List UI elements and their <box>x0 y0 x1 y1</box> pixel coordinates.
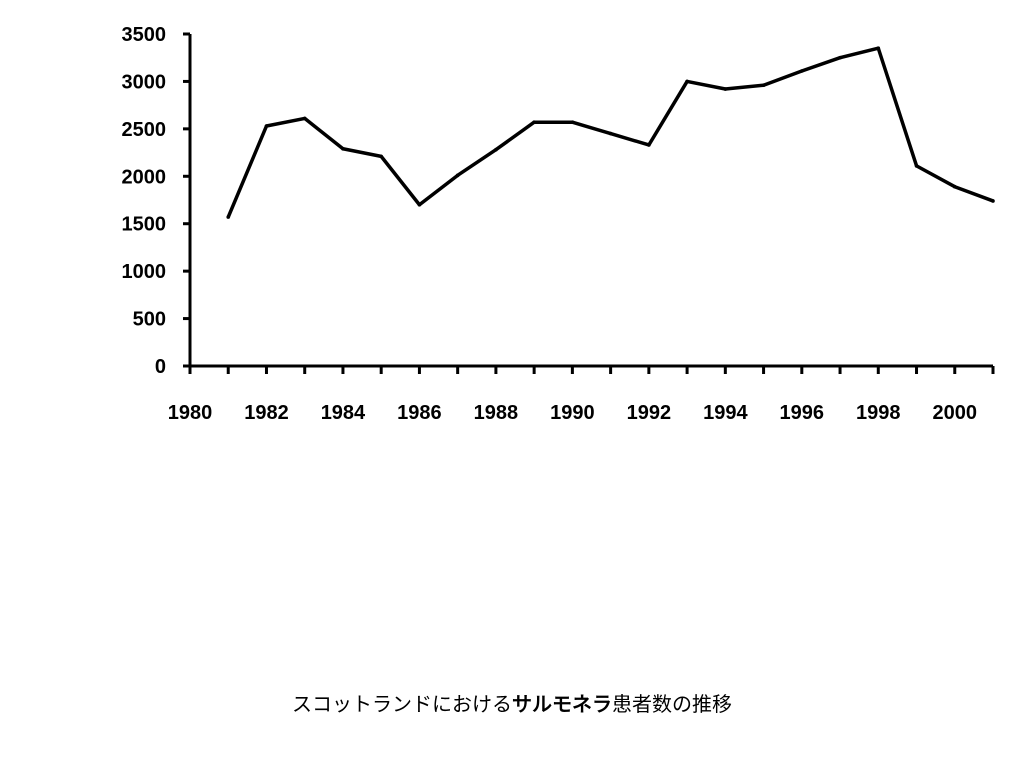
x-tick-label: 1982 <box>244 402 289 424</box>
axes <box>183 32 995 374</box>
y-tick-label: 500 <box>133 309 166 331</box>
y-tick-label: 3000 <box>122 71 167 93</box>
y-axis-tick-labels: 0 500 1000 1500 2000 2500 3000 3500 <box>122 24 167 378</box>
y-tick-label: 2500 <box>122 119 167 141</box>
y-tick-label: 2000 <box>122 166 167 188</box>
caption-bold: サルモネラ <box>512 692 612 716</box>
data-point <box>570 120 575 125</box>
x-tick-label: 1980 <box>168 402 213 424</box>
x-tick-label: 1996 <box>780 402 825 424</box>
y-tick-label: 0 <box>155 356 166 378</box>
data-point <box>838 55 842 60</box>
data-point <box>494 147 498 152</box>
caption-suffix: 患者数の推移 <box>612 692 732 716</box>
series-group <box>226 46 995 219</box>
data-point <box>723 87 728 91</box>
caption-prefix: スコットランドにおける <box>292 692 512 716</box>
x-tick-label: 1998 <box>856 402 901 424</box>
x-tick-label: 2000 <box>933 402 978 424</box>
data-point <box>761 83 766 88</box>
x-tick-label: 1984 <box>321 402 366 424</box>
x-axis-tick-labels: 1980 1982 1984 1986 1988 1990 1992 1994 1996 1998… <box>168 402 977 424</box>
x-tick-label: 1986 <box>397 402 442 424</box>
data-point <box>952 184 957 189</box>
data-point <box>455 173 460 178</box>
chart-caption: スコットランドにおけるサルモネラ患者数の推移 <box>0 688 1024 717</box>
data-point <box>800 69 804 73</box>
data-point <box>264 124 269 128</box>
data-point <box>532 120 536 125</box>
data-point <box>341 146 345 151</box>
x-tick-label: 1994 <box>703 402 748 424</box>
data-point <box>914 164 919 168</box>
data-point <box>876 46 881 51</box>
x-tick-label: 1988 <box>474 402 519 424</box>
data-point <box>608 131 613 136</box>
data-point <box>647 143 651 147</box>
y-tick-label: 1500 <box>122 214 167 236</box>
data-point <box>991 199 995 203</box>
x-tick-label: 1990 <box>550 402 595 424</box>
y-tick-label: 1000 <box>122 261 167 283</box>
data-point <box>379 154 383 159</box>
data-point <box>226 215 231 219</box>
y-tick-label: 3500 <box>122 24 167 46</box>
x-tick-label: 1992 <box>627 402 672 424</box>
data-point <box>417 202 422 207</box>
data-point <box>302 116 307 121</box>
data-point <box>685 79 689 84</box>
